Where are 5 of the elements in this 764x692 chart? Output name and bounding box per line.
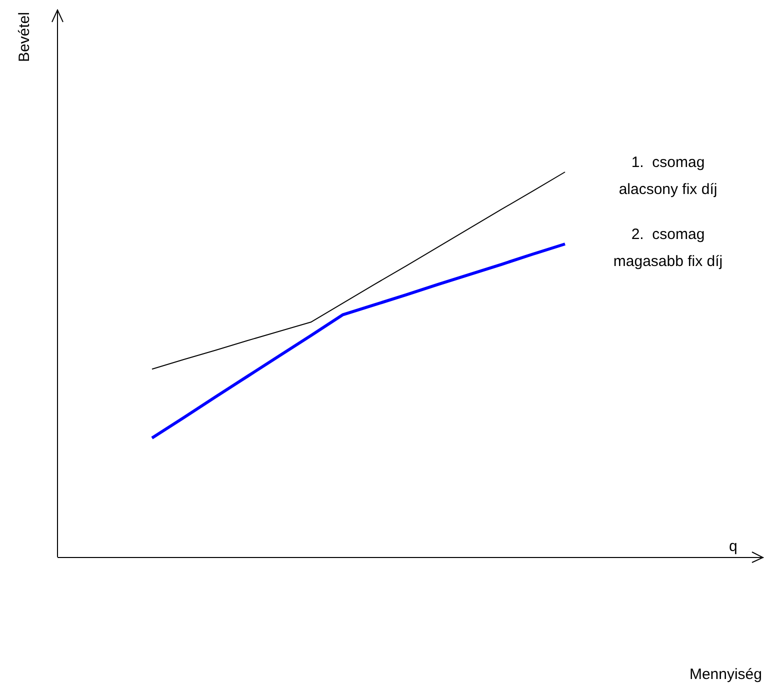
text: Bevétel: [16, 12, 34, 62]
text: Mennyiség: [689, 666, 762, 684]
text: q: [729, 538, 738, 556]
text: 2. csomag magasabb fix díj: [613, 226, 723, 270]
text: 1. csomag alacsony fix díj: [618, 154, 718, 198]
